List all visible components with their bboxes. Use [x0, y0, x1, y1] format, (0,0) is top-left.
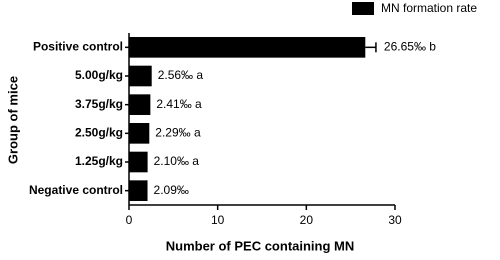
y-tick-label: 2.50g/kg [75, 126, 123, 140]
x-axis-title: Number of PEC containing MN [166, 238, 355, 253]
value-label: 2.56‰ a [158, 68, 204, 82]
y-tick-label: 5.00g/kg [75, 68, 123, 82]
value-label: 26.65‰ b [384, 40, 436, 54]
x-tick-label: 20 [300, 213, 314, 227]
y-tick-label: 3.75g/kg [75, 97, 123, 111]
legend-swatch [352, 2, 374, 15]
x-tick-label: 30 [388, 213, 402, 227]
value-label: 2.29‰ a [155, 126, 201, 140]
bar [129, 37, 366, 58]
legend-label: MN formation rate [381, 1, 477, 15]
y-tick-label: Positive control [33, 40, 123, 54]
y-axis-title: Group of mice [5, 76, 20, 164]
value-label: 2.41‰ a [156, 97, 202, 111]
bar [129, 65, 152, 87]
x-tick-label: 0 [126, 213, 133, 227]
x-tick-label: 10 [211, 213, 225, 227]
y-tick-label: Negative control [29, 183, 123, 197]
bar [129, 94, 151, 115]
bar [129, 180, 148, 201]
value-label: 2.10‰ a [154, 154, 200, 168]
bar [129, 151, 148, 173]
y-tick-label: 1.25g/kg [75, 154, 123, 168]
bar [129, 123, 150, 144]
value-label: 2.09‰ [154, 183, 189, 197]
